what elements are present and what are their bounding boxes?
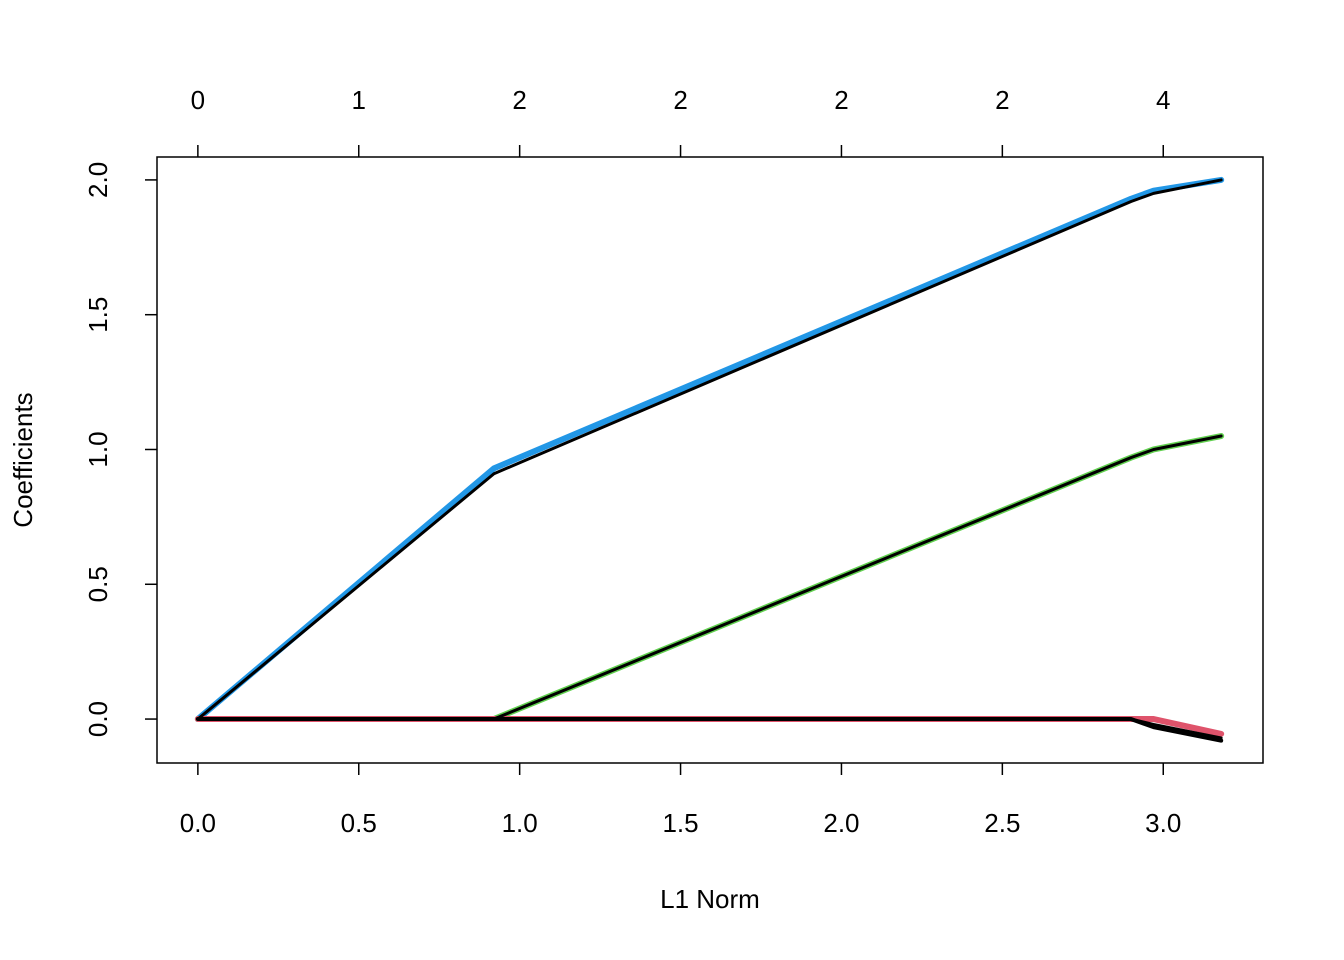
y-tick-label: 0.5 [83,566,113,602]
y-tick-label: 0.0 [83,701,113,737]
top-tick-label: 4 [1156,85,1170,115]
x-axis-label: L1 Norm [660,884,760,914]
series-line [194,176,1225,723]
series-line [195,717,1224,743]
series-line [196,717,1223,740]
top-tick-label: 2 [995,85,1009,115]
x-tick-label: 0.0 [180,808,216,838]
series-line [194,716,1225,737]
top-tick-label: 2 [512,85,526,115]
plot-frame [156,156,1264,764]
y-tick-label: 2.0 [83,162,113,198]
top-tick-label: 2 [834,85,848,115]
x-tick-label: 3.0 [1145,808,1181,838]
top-tick-label: 1 [352,85,366,115]
y-tick-label: 1.5 [83,297,113,333]
series-line [196,434,1223,721]
top-tick-label: 2 [673,85,687,115]
x-tick-label: 2.5 [984,808,1020,838]
x-tick-label: 2.0 [823,808,859,838]
x-tick-label: 0.5 [341,808,377,838]
x-tick-label: 1.0 [502,808,538,838]
top-tick-label: 0 [191,85,205,115]
y-tick-label: 1.0 [83,431,113,467]
series-line [196,178,1223,721]
y-axis-label: Coefficients [8,392,38,527]
series-line [194,433,1225,723]
x-tick-label: 1.5 [662,808,698,838]
